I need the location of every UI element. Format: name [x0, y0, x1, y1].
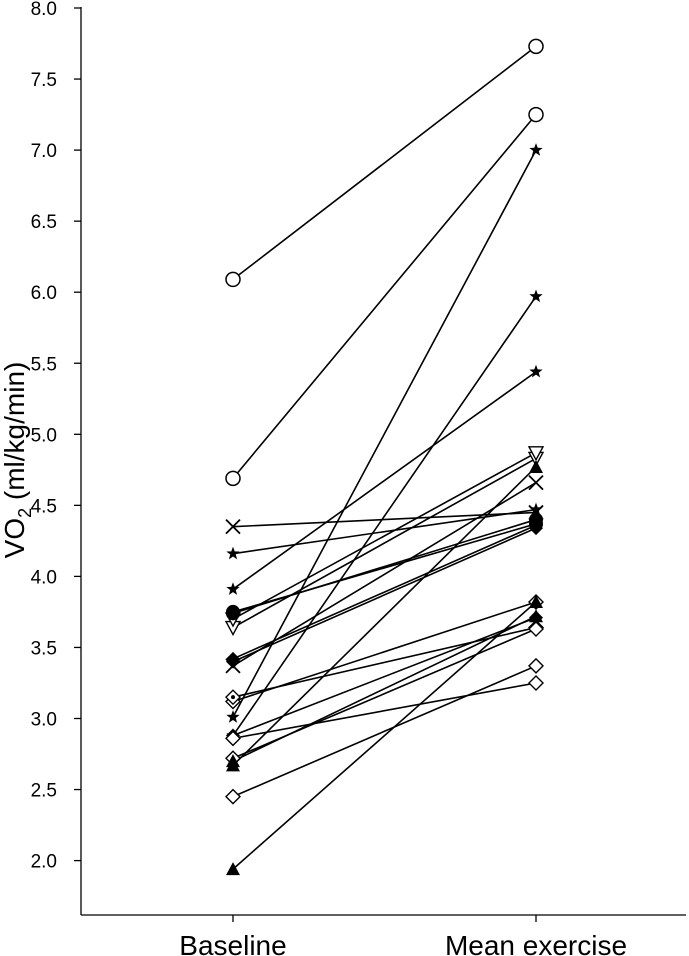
series-line	[232, 524, 537, 660]
y-axis-title-rest: (ml/kg/min)	[0, 362, 30, 508]
series-line	[232, 523, 537, 613]
y-axis-title-main: VO	[0, 518, 30, 558]
x-category-label: Mean exercise	[445, 930, 627, 956]
y-tick-label: 5.0	[31, 425, 57, 446]
data-point-star	[226, 710, 240, 723]
series-line	[232, 616, 537, 737]
data-point-diamond-open	[528, 657, 544, 674]
data-point-circle-open	[528, 106, 544, 123]
data-point-triangle-filled	[226, 754, 240, 768]
series-line	[232, 626, 537, 698]
data-point-circle-open	[225, 470, 241, 487]
x-category-label: Baseline	[179, 930, 286, 956]
y-axis-title-sub: 2	[15, 508, 35, 518]
data-point-x	[225, 519, 241, 535]
y-tick-label: 3.0	[31, 710, 57, 731]
series-line	[232, 527, 537, 663]
series-line	[232, 457, 537, 629]
y-tick-label: 2.0	[31, 852, 57, 873]
y-tick-label: 6.0	[31, 283, 57, 304]
y-axis-title: VO2 (ml/kg/min)	[0, 362, 35, 559]
data-point-triangle-filled	[226, 862, 240, 876]
data-point-diamond-open	[528, 620, 544, 637]
data-point-triangle-filled	[529, 609, 543, 623]
y-tick-label: 7.0	[31, 141, 57, 162]
data-point-star	[529, 143, 543, 156]
series-line	[232, 149, 537, 718]
series-line	[232, 114, 537, 479]
series-line	[232, 45, 537, 281]
data-point-x	[528, 474, 544, 491]
data-point-star	[226, 546, 240, 560]
series-line	[232, 371, 537, 590]
data-point-diamond-open	[225, 730, 241, 747]
data-point-diamond-filled	[226, 654, 240, 669]
y-tick-label: 3.5	[31, 638, 57, 659]
y-tick-label: 7.5	[31, 70, 57, 91]
data-point-circle-open	[225, 271, 241, 288]
data-point-triangle-filled	[529, 459, 543, 473]
y-tick-label: 6.5	[31, 212, 57, 233]
data-point-star	[529, 364, 543, 378]
series-line	[232, 452, 537, 620]
data-point-diamond-open	[528, 674, 544, 691]
series-line	[232, 511, 537, 528]
data-point-diamond-open	[225, 788, 241, 805]
y-ticks: 2.0 2.5 3.0 3.5 4.0 4.5 5.0 5.5 6.0 6.5 7.0 7.5 8.0	[31, 0, 81, 873]
data-point-star	[529, 502, 543, 516]
data-point-circle-open	[528, 38, 544, 55]
data-point-dot	[231, 695, 235, 700]
axes	[80, 7, 686, 916]
y-tick-label: 4.5	[31, 496, 57, 517]
y-tick-label: 2.5	[31, 781, 57, 802]
series-line	[232, 481, 537, 667]
y-tick-label: 5.5	[31, 354, 57, 375]
data-point-circle-filled	[226, 604, 240, 619]
data-point-star	[226, 582, 240, 595]
y-tick-label: 8.0	[31, 0, 57, 20]
series-line	[232, 615, 537, 762]
series-line	[232, 682, 537, 740]
series-line	[232, 296, 537, 737]
series-lines	[232, 45, 537, 870]
data-point-triangle-filled	[529, 594, 543, 608]
series-markers	[224, 38, 545, 876]
data-point-diamond-filled	[529, 521, 543, 536]
data-point-star	[529, 289, 543, 303]
data-point-triangle-down-open	[527, 446, 545, 462]
x-ticks: Baseline Mean exercise	[179, 915, 627, 956]
y-tick-label: 4.0	[31, 567, 57, 588]
series-line	[232, 601, 537, 870]
series-line	[232, 665, 537, 798]
